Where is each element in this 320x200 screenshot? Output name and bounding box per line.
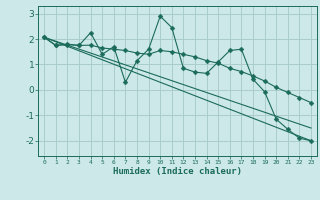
X-axis label: Humidex (Indice chaleur): Humidex (Indice chaleur) [113,167,242,176]
